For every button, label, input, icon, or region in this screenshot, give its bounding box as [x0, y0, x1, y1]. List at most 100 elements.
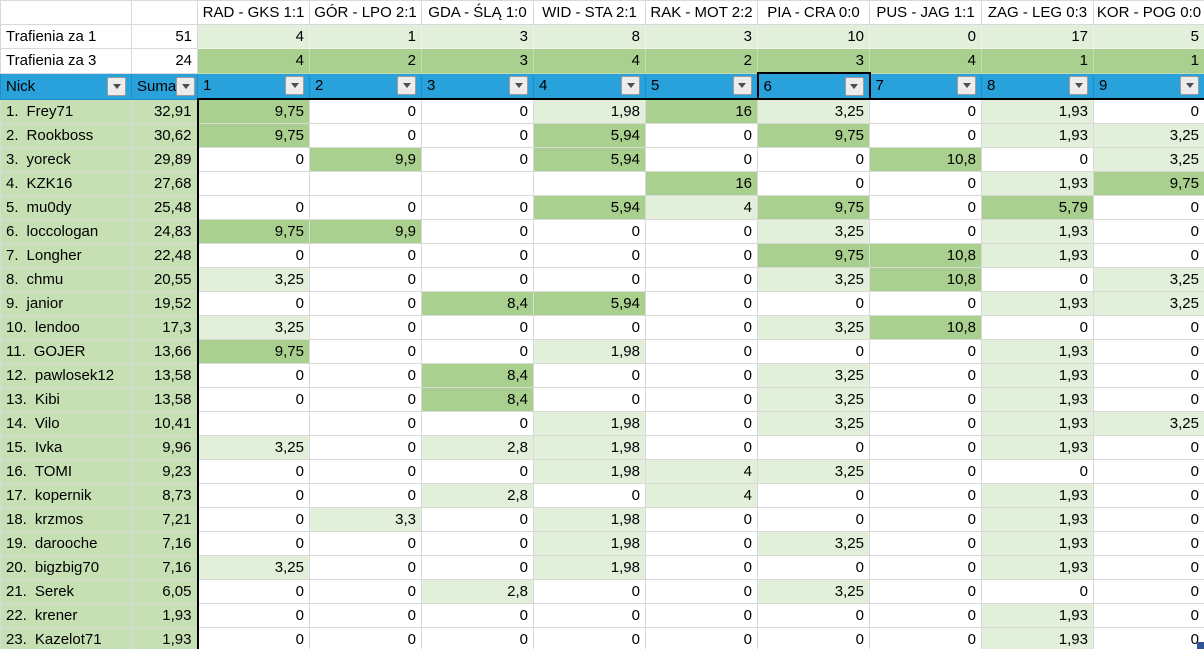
score-cell[interactable]: 0 — [757, 171, 870, 196]
score-cell[interactable]: 0 — [309, 555, 422, 580]
score-cell[interactable] — [421, 171, 534, 196]
player-suma-cell[interactable]: 9,23 — [131, 459, 198, 484]
score-cell[interactable]: 0 — [645, 315, 758, 340]
score-cell[interactable]: 10,8 — [869, 315, 982, 340]
score-cell[interactable]: 5,94 — [533, 123, 646, 148]
score-cell[interactable]: 0 — [196, 363, 310, 388]
hits-for-1-total[interactable]: 51 — [131, 24, 198, 49]
score-cell[interactable]: 0 — [309, 627, 422, 649]
score-cell[interactable]: 0 — [981, 267, 1094, 292]
hits-for-1-value[interactable]: 1 — [309, 24, 422, 49]
score-cell[interactable]: 0 — [421, 531, 534, 556]
score-cell[interactable]: 0 — [1093, 531, 1204, 556]
player-name-cell[interactable]: 2. Rookboss — [0, 123, 132, 148]
score-cell[interactable]: 3,25 — [757, 387, 870, 412]
player-name-cell[interactable]: 7. Longher — [0, 243, 132, 268]
player-name-cell[interactable]: 1. Frey71 — [0, 98, 132, 124]
score-cell[interactable]: 3,25 — [757, 411, 870, 436]
score-cell[interactable]: 0 — [757, 483, 870, 508]
score-cell[interactable]: 0 — [309, 483, 422, 508]
score-cell[interactable]: 9,75 — [757, 123, 870, 148]
player-suma-cell[interactable]: 1,93 — [131, 603, 198, 628]
player-suma-cell[interactable]: 22,48 — [131, 243, 198, 268]
score-cell[interactable]: 0 — [196, 483, 310, 508]
score-cell[interactable]: 10,8 — [869, 267, 982, 292]
score-cell[interactable]: 1,93 — [981, 219, 1094, 244]
score-cell[interactable]: 16 — [645, 98, 758, 124]
player-suma-cell[interactable]: 6,05 — [131, 579, 198, 604]
match-header[interactable]: WID - STA 2:1 — [533, 0, 646, 25]
player-suma-cell[interactable]: 20,55 — [131, 267, 198, 292]
score-cell[interactable]: 0 — [1093, 459, 1204, 484]
score-cell[interactable]: 10,8 — [869, 147, 982, 172]
score-cell[interactable]: 0 — [196, 531, 310, 556]
score-cell[interactable]: 3,25 — [196, 315, 310, 340]
score-cell[interactable]: 0 — [196, 291, 310, 316]
filter-dropdown-button[interactable] — [621, 76, 640, 96]
fill-handle[interactable] — [1197, 642, 1204, 649]
score-cell[interactable]: 4 — [645, 195, 758, 220]
hits-for-3-value[interactable]: 3 — [421, 48, 534, 74]
score-cell[interactable]: 0 — [309, 579, 422, 604]
match-header[interactable]: RAD - GKS 1:1 — [197, 0, 310, 25]
player-suma-cell[interactable]: 1,93 — [131, 627, 198, 649]
score-cell[interactable]: 0 — [1093, 507, 1204, 532]
player-name-cell[interactable]: 23. Kazelot71 — [0, 627, 132, 649]
score-cell[interactable]: 0 — [309, 243, 422, 268]
filter-cell-col-3[interactable]: 3 — [421, 72, 534, 100]
score-cell[interactable]: 2,8 — [421, 483, 534, 508]
hits-for-1-value[interactable]: 4 — [197, 24, 310, 49]
player-name-cell[interactable]: 22. krener — [0, 603, 132, 628]
score-cell[interactable]: 0 — [869, 195, 982, 220]
score-cell[interactable]: 9,75 — [1093, 171, 1204, 196]
score-cell[interactable]: 0 — [309, 123, 422, 148]
score-cell[interactable]: 0 — [196, 627, 310, 649]
score-cell[interactable]: 0 — [645, 579, 758, 604]
score-cell[interactable]: 1,93 — [981, 363, 1094, 388]
hits-for-3-value[interactable]: 1 — [981, 48, 1094, 74]
hits-for-1-value[interactable]: 0 — [869, 24, 982, 49]
score-cell[interactable]: 1,98 — [533, 435, 646, 460]
score-cell[interactable]: 5,94 — [533, 195, 646, 220]
score-cell[interactable]: 1,93 — [981, 603, 1094, 628]
score-cell[interactable]: 0 — [1093, 363, 1204, 388]
player-name-cell[interactable]: 21. Serek — [0, 579, 132, 604]
filter-dropdown-button[interactable] — [957, 76, 976, 96]
score-cell[interactable]: 0 — [421, 195, 534, 220]
filter-cell-col-2[interactable]: 2 — [309, 72, 422, 100]
score-cell[interactable] — [196, 171, 310, 196]
score-cell[interactable]: 0 — [757, 147, 870, 172]
score-cell[interactable]: 0 — [757, 507, 870, 532]
score-cell[interactable]: 0 — [421, 603, 534, 628]
score-cell[interactable]: 0 — [645, 387, 758, 412]
score-cell[interactable]: 0 — [757, 291, 870, 316]
score-cell[interactable]: 3,25 — [757, 531, 870, 556]
score-cell[interactable]: 0 — [645, 363, 758, 388]
player-suma-cell[interactable]: 25,48 — [131, 195, 198, 220]
score-cell[interactable]: 3,25 — [1093, 267, 1204, 292]
player-name-cell[interactable]: 3. yoreck — [0, 147, 132, 172]
player-suma-cell[interactable]: 24,83 — [131, 219, 198, 244]
score-cell[interactable]: 0 — [309, 291, 422, 316]
filter-dropdown-button[interactable] — [107, 76, 126, 96]
score-cell[interactable]: 0 — [1093, 98, 1204, 124]
score-cell[interactable]: 8,4 — [421, 363, 534, 388]
score-cell[interactable]: 0 — [1093, 195, 1204, 220]
filter-cell-nick[interactable]: Nick — [0, 72, 132, 100]
score-cell[interactable]: 0 — [421, 627, 534, 649]
score-cell[interactable]: 1,98 — [533, 98, 646, 124]
score-cell[interactable]: 3,25 — [757, 363, 870, 388]
score-cell[interactable]: 1,98 — [533, 531, 646, 556]
score-cell[interactable]: 0 — [196, 603, 310, 628]
score-cell[interactable]: 0 — [1093, 339, 1204, 364]
score-cell[interactable]: 0 — [981, 459, 1094, 484]
corner-cell-b1[interactable] — [131, 0, 198, 25]
score-cell[interactable]: 0 — [196, 579, 310, 604]
score-cell[interactable]: 5,94 — [533, 147, 646, 172]
score-cell[interactable]: 1,93 — [981, 339, 1094, 364]
score-cell[interactable]: 0 — [869, 98, 982, 124]
player-name-cell[interactable]: 5. mu0dy — [0, 195, 132, 220]
score-cell[interactable]: 9,75 — [196, 219, 310, 244]
score-cell[interactable]: 0 — [981, 315, 1094, 340]
score-cell[interactable]: 0 — [645, 555, 758, 580]
